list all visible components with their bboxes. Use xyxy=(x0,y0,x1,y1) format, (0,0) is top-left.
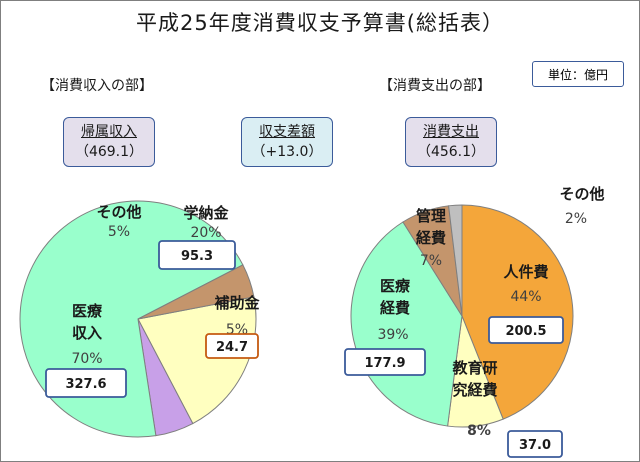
pie1-slice-0-label: 人件費 xyxy=(503,263,548,281)
balance-amount: （+13.0） xyxy=(251,144,323,160)
expense-total-amount: （456.1） xyxy=(416,144,486,160)
pie1-slice-3-label: 管理 xyxy=(416,207,446,225)
pie1-slice-4 xyxy=(448,204,463,317)
pie0-slice-3-label: その他 xyxy=(96,203,141,221)
pie1-slice-4-label: その他 xyxy=(559,185,604,203)
expense-total-box: 消費支出 （456.1） xyxy=(405,117,497,167)
income-total-box: 帰属収入 （469.1） xyxy=(63,117,155,167)
expense-total-label: 消費支出 xyxy=(423,124,479,140)
page-title: 平成25年度消費収支予算書(総括表） xyxy=(136,11,504,35)
pie1-slice-3-percent: 7% xyxy=(420,253,442,269)
pie0-slice-0-percent: 20% xyxy=(190,225,221,241)
pie0-slice-0-label: 学納金 xyxy=(183,204,229,222)
pie1-slice-2-value-box xyxy=(344,348,426,376)
pie1-slice-0-value-box xyxy=(488,316,564,344)
income-total-amount: （469.1） xyxy=(74,144,144,160)
pie0-slice-0-value: 95.3 xyxy=(181,249,213,264)
pie1-slice-2-label: 医療 xyxy=(380,277,411,295)
pie0-slice-2-value-box xyxy=(45,368,127,398)
pie1-slice-1-label: 究経費 xyxy=(452,381,497,399)
pie1-slice-1-value: 37.0 xyxy=(519,438,551,453)
pie0-slice-2-label: 収入 xyxy=(72,324,102,342)
expense-section-label: 【消費支出の部】 xyxy=(379,78,491,94)
pie1-slice-1-label: 教育研 xyxy=(451,359,497,377)
balance-label: 収支差額 xyxy=(259,124,315,140)
income-total-label: 帰属収入 xyxy=(81,124,137,140)
pie0-slice-2-label: 医療 xyxy=(72,302,103,320)
pie1-slice-0 xyxy=(461,204,574,420)
pie0-slice-1-label: 補助金 xyxy=(213,294,260,312)
pie1-slice-3-label: 経費 xyxy=(416,229,446,247)
pie0-slice-0-value-box xyxy=(158,240,236,270)
pie1-slice-1-value-box xyxy=(507,430,563,458)
pie0-slice-2-value: 327.6 xyxy=(65,377,106,392)
pie1-slice-1-percent: 8% xyxy=(467,423,491,439)
pie1-slice-2-percent: 39% xyxy=(377,327,408,343)
pie1-slice-2-label: 経費 xyxy=(380,299,410,317)
pie0-slice-3 xyxy=(137,264,255,320)
pie0-slice-3-percent: 5% xyxy=(108,224,130,240)
pie0-slice-0 xyxy=(137,296,257,425)
pie0-slice-2-percent: 70% xyxy=(71,351,102,367)
income-section-label: 【消費収入の部】 xyxy=(41,78,153,94)
unit-label: 単位：億円 xyxy=(532,61,624,87)
pie1-slice-4-percent: 2% xyxy=(565,211,587,227)
pie1-slice-2-value: 177.9 xyxy=(364,356,405,371)
balance-box: 収支差額 （+13.0） xyxy=(241,117,333,167)
pie0-slice-1-value: 24.7 xyxy=(216,340,248,355)
pie1-slice-0-percent: 44% xyxy=(510,289,541,305)
pie0-slice-1-value-box xyxy=(205,333,259,359)
pie1-slice-0-value: 200.5 xyxy=(505,324,546,339)
